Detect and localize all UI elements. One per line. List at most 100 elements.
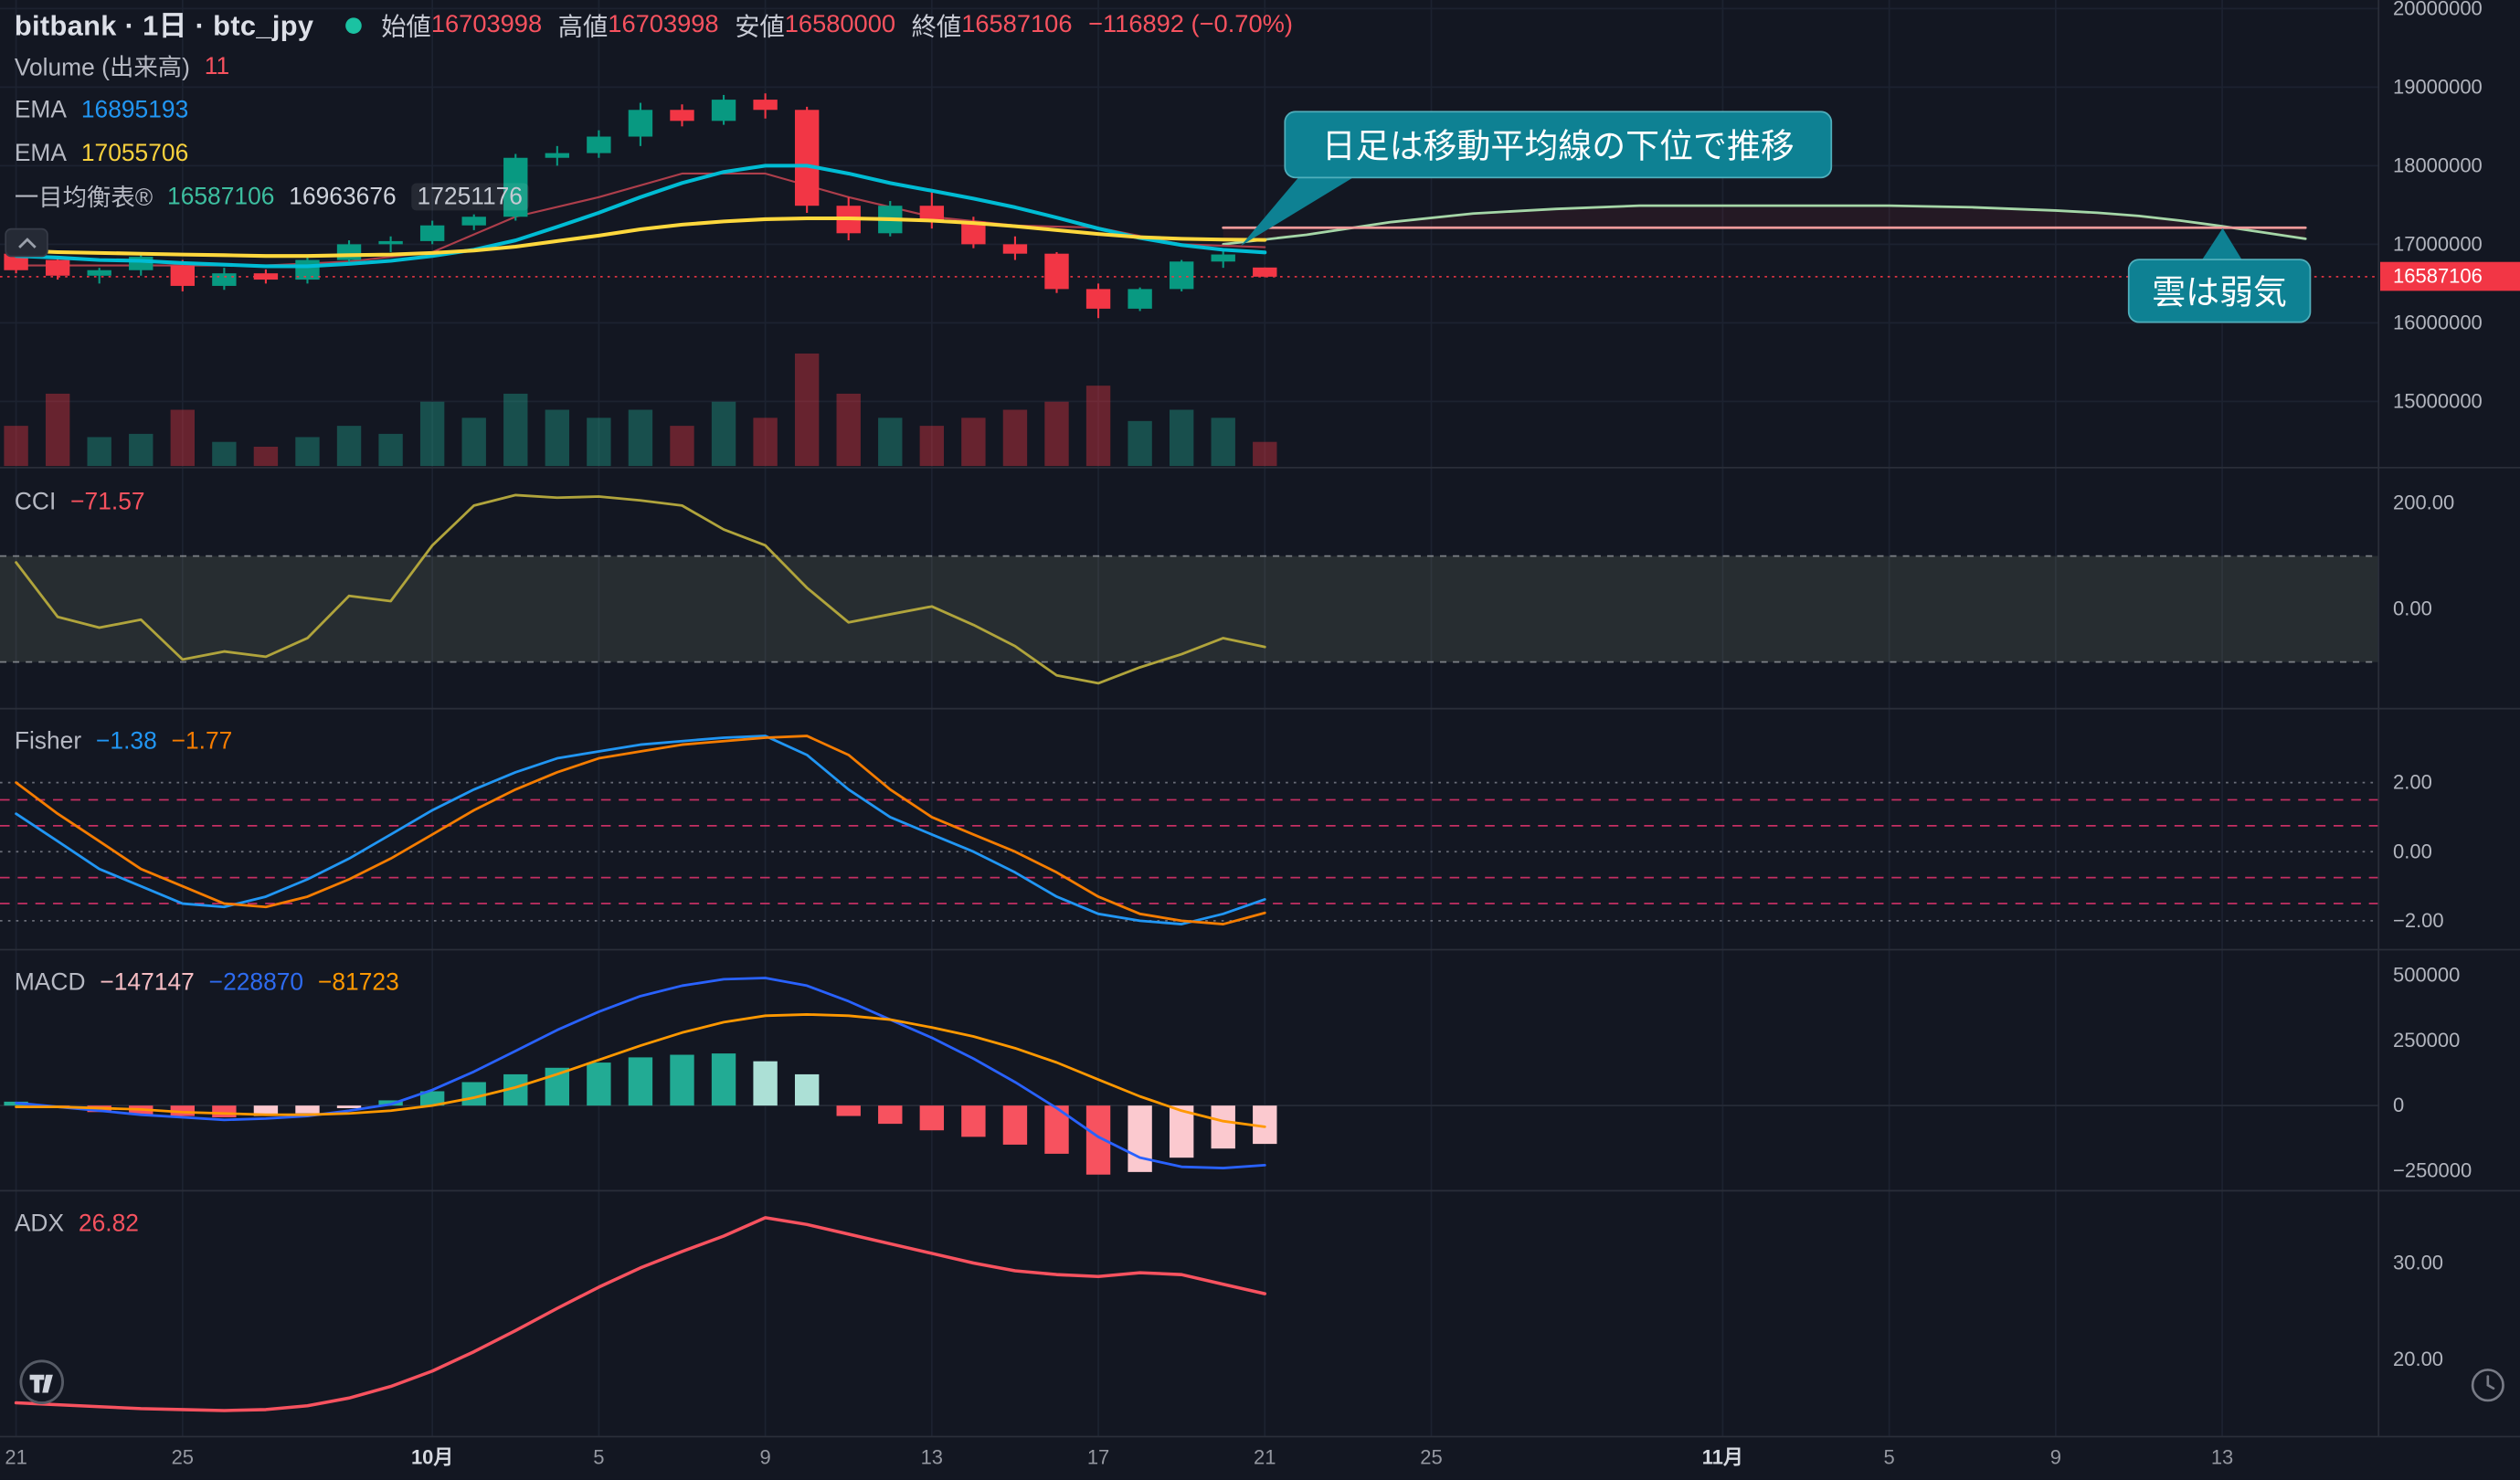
- macd-hist-bar: [1169, 1105, 1194, 1158]
- high-value: 16703998: [608, 10, 719, 38]
- volume-bar: [295, 437, 320, 467]
- ema-slow-legend[interactable]: EMA 17055706: [15, 137, 1293, 171]
- time-axis-label: 25: [172, 1445, 194, 1468]
- volume-bar: [1128, 420, 1152, 467]
- macd-line: [15, 977, 1266, 1169]
- axis-label: −250000: [2393, 1158, 2472, 1181]
- volume-bar: [545, 409, 570, 467]
- macd-hist-bar: [878, 1105, 903, 1125]
- chevron-up-icon: [17, 237, 36, 248]
- volume-bar: [503, 393, 528, 467]
- ema-slow-value: 17055706: [80, 140, 189, 167]
- last-price-badge[interactable]: 16587106: [2379, 261, 2520, 291]
- ema-slow-label: EMA: [14, 140, 68, 167]
- pane-collapse-button[interactable]: [5, 227, 48, 258]
- candle-body: [919, 206, 945, 222]
- volume-bar: [794, 353, 820, 467]
- senkou-a-line: [1222, 204, 2307, 246]
- ema-slow-line: [14, 217, 1267, 259]
- volume-bar: [419, 401, 445, 467]
- volume-bar: [336, 426, 362, 467]
- tradingview-logo[interactable]: [17, 1358, 66, 1414]
- time-axis-label: 5: [1884, 1445, 1895, 1468]
- callout-tail: [2198, 227, 2246, 266]
- axis-label: 20000000: [2393, 0, 2483, 19]
- high-label: 高値: [557, 13, 609, 41]
- volume-bar: [587, 418, 611, 467]
- volume-value: 11: [204, 53, 230, 80]
- volume-bar: [1169, 409, 1194, 467]
- candle-body: [753, 100, 778, 111]
- axis-label: 30.00: [2393, 1252, 2443, 1274]
- cci-value: −71.57: [70, 488, 145, 516]
- volume-bar: [170, 409, 196, 467]
- cci-legend[interactable]: CCI −71.57: [15, 489, 145, 516]
- candle-body: [545, 153, 570, 158]
- annotation-bearish-cloud-text: 雲は弱気: [2152, 274, 2287, 312]
- macd-hist-bar: [628, 1057, 653, 1106]
- ichimoku-legend[interactable]: 一目均衡表® 16587106 16963676 17251176: [15, 180, 1293, 214]
- cci-band: [0, 555, 2379, 662]
- volume-bar: [87, 437, 111, 467]
- time-axis-label: 5: [593, 1445, 604, 1468]
- cci-line: [15, 493, 1266, 685]
- ichimoku-value-2: 16963676: [289, 183, 397, 211]
- volume-legend[interactable]: Volume (出来高) 11: [15, 50, 1293, 84]
- volume-bar: [1211, 418, 1235, 467]
- low-value: 16580000: [784, 10, 896, 38]
- annotation-ma-below-callout[interactable]: 日足は移動平均線の下位で推移: [1284, 111, 1833, 179]
- volume-bar: [1085, 386, 1111, 467]
- candle-body: [212, 273, 237, 286]
- fisher-label: Fisher: [14, 727, 82, 756]
- open-value: 16703998: [430, 10, 543, 38]
- macd-hist-bar: [753, 1061, 778, 1106]
- macd-hist-bar: [587, 1062, 611, 1106]
- annotation-bearish-cloud-callout[interactable]: 雲は弱気: [2127, 259, 2312, 323]
- change-value: −116892 (−0.70%): [1088, 10, 1293, 38]
- axis-label: 17000000: [2393, 232, 2483, 255]
- candle-body: [1044, 253, 1069, 290]
- fisher-trigger-line: [15, 735, 1266, 925]
- axis-label: 200.00: [2393, 492, 2454, 514]
- macd-hist-bar: [1002, 1105, 1028, 1145]
- time-axis-label: 13: [921, 1445, 943, 1468]
- clock-icon[interactable]: [2469, 1366, 2507, 1412]
- candle-body: [1128, 289, 1152, 309]
- macd-hist-bar: [170, 1105, 196, 1116]
- candle-body: [1085, 289, 1111, 309]
- cci-label: CCI: [14, 488, 57, 516]
- adx-legend[interactable]: ADX 26.82: [15, 1210, 139, 1237]
- axis-label: 500000: [2393, 964, 2460, 987]
- candle-body: [336, 244, 362, 260]
- time-axis-label: 11月: [1702, 1445, 1743, 1468]
- tradingview-logo-icon: [19, 1359, 65, 1404]
- axis-label: 250000: [2393, 1029, 2460, 1052]
- adx-line: [14, 1216, 1267, 1412]
- candle-body: [587, 136, 611, 153]
- ema-fast-label: EMA: [14, 96, 68, 124]
- macd-hist-bar: [794, 1073, 820, 1106]
- axis-label: 18000000: [2393, 153, 2483, 176]
- close-value: 16587106: [961, 10, 1073, 38]
- candle-body: [794, 110, 820, 206]
- axis-label: 2.00: [2393, 771, 2432, 794]
- ema-fast-legend[interactable]: EMA 16895193: [15, 93, 1293, 127]
- axis-label: 15000000: [2393, 389, 2483, 412]
- candle-body: [461, 217, 486, 226]
- macd-hist-bar: [295, 1105, 320, 1114]
- fisher-legend[interactable]: Fisher −1.38 −1.77: [15, 728, 233, 756]
- axis-label: 0.00: [2393, 597, 2432, 620]
- clock-icon-glyph: [2471, 1369, 2504, 1402]
- volume-bar: [1253, 441, 1277, 467]
- macd-legend[interactable]: MACD −147147 −228870 −81723: [15, 969, 399, 997]
- time-axis-label: 9: [759, 1445, 770, 1468]
- ohlc-readout: 始値 16703998 高値 16703998 安値 16580000 終値 16587…: [381, 7, 1293, 43]
- time-axis-label: 13: [2211, 1445, 2233, 1468]
- open-label: 始値: [381, 13, 431, 41]
- volume-bar: [129, 433, 154, 467]
- macd-hist-bar: [461, 1082, 486, 1106]
- time-axis-label: 25: [1420, 1445, 1442, 1468]
- symbol-title[interactable]: bitbank · 1日 · btc_jpy: [14, 9, 314, 42]
